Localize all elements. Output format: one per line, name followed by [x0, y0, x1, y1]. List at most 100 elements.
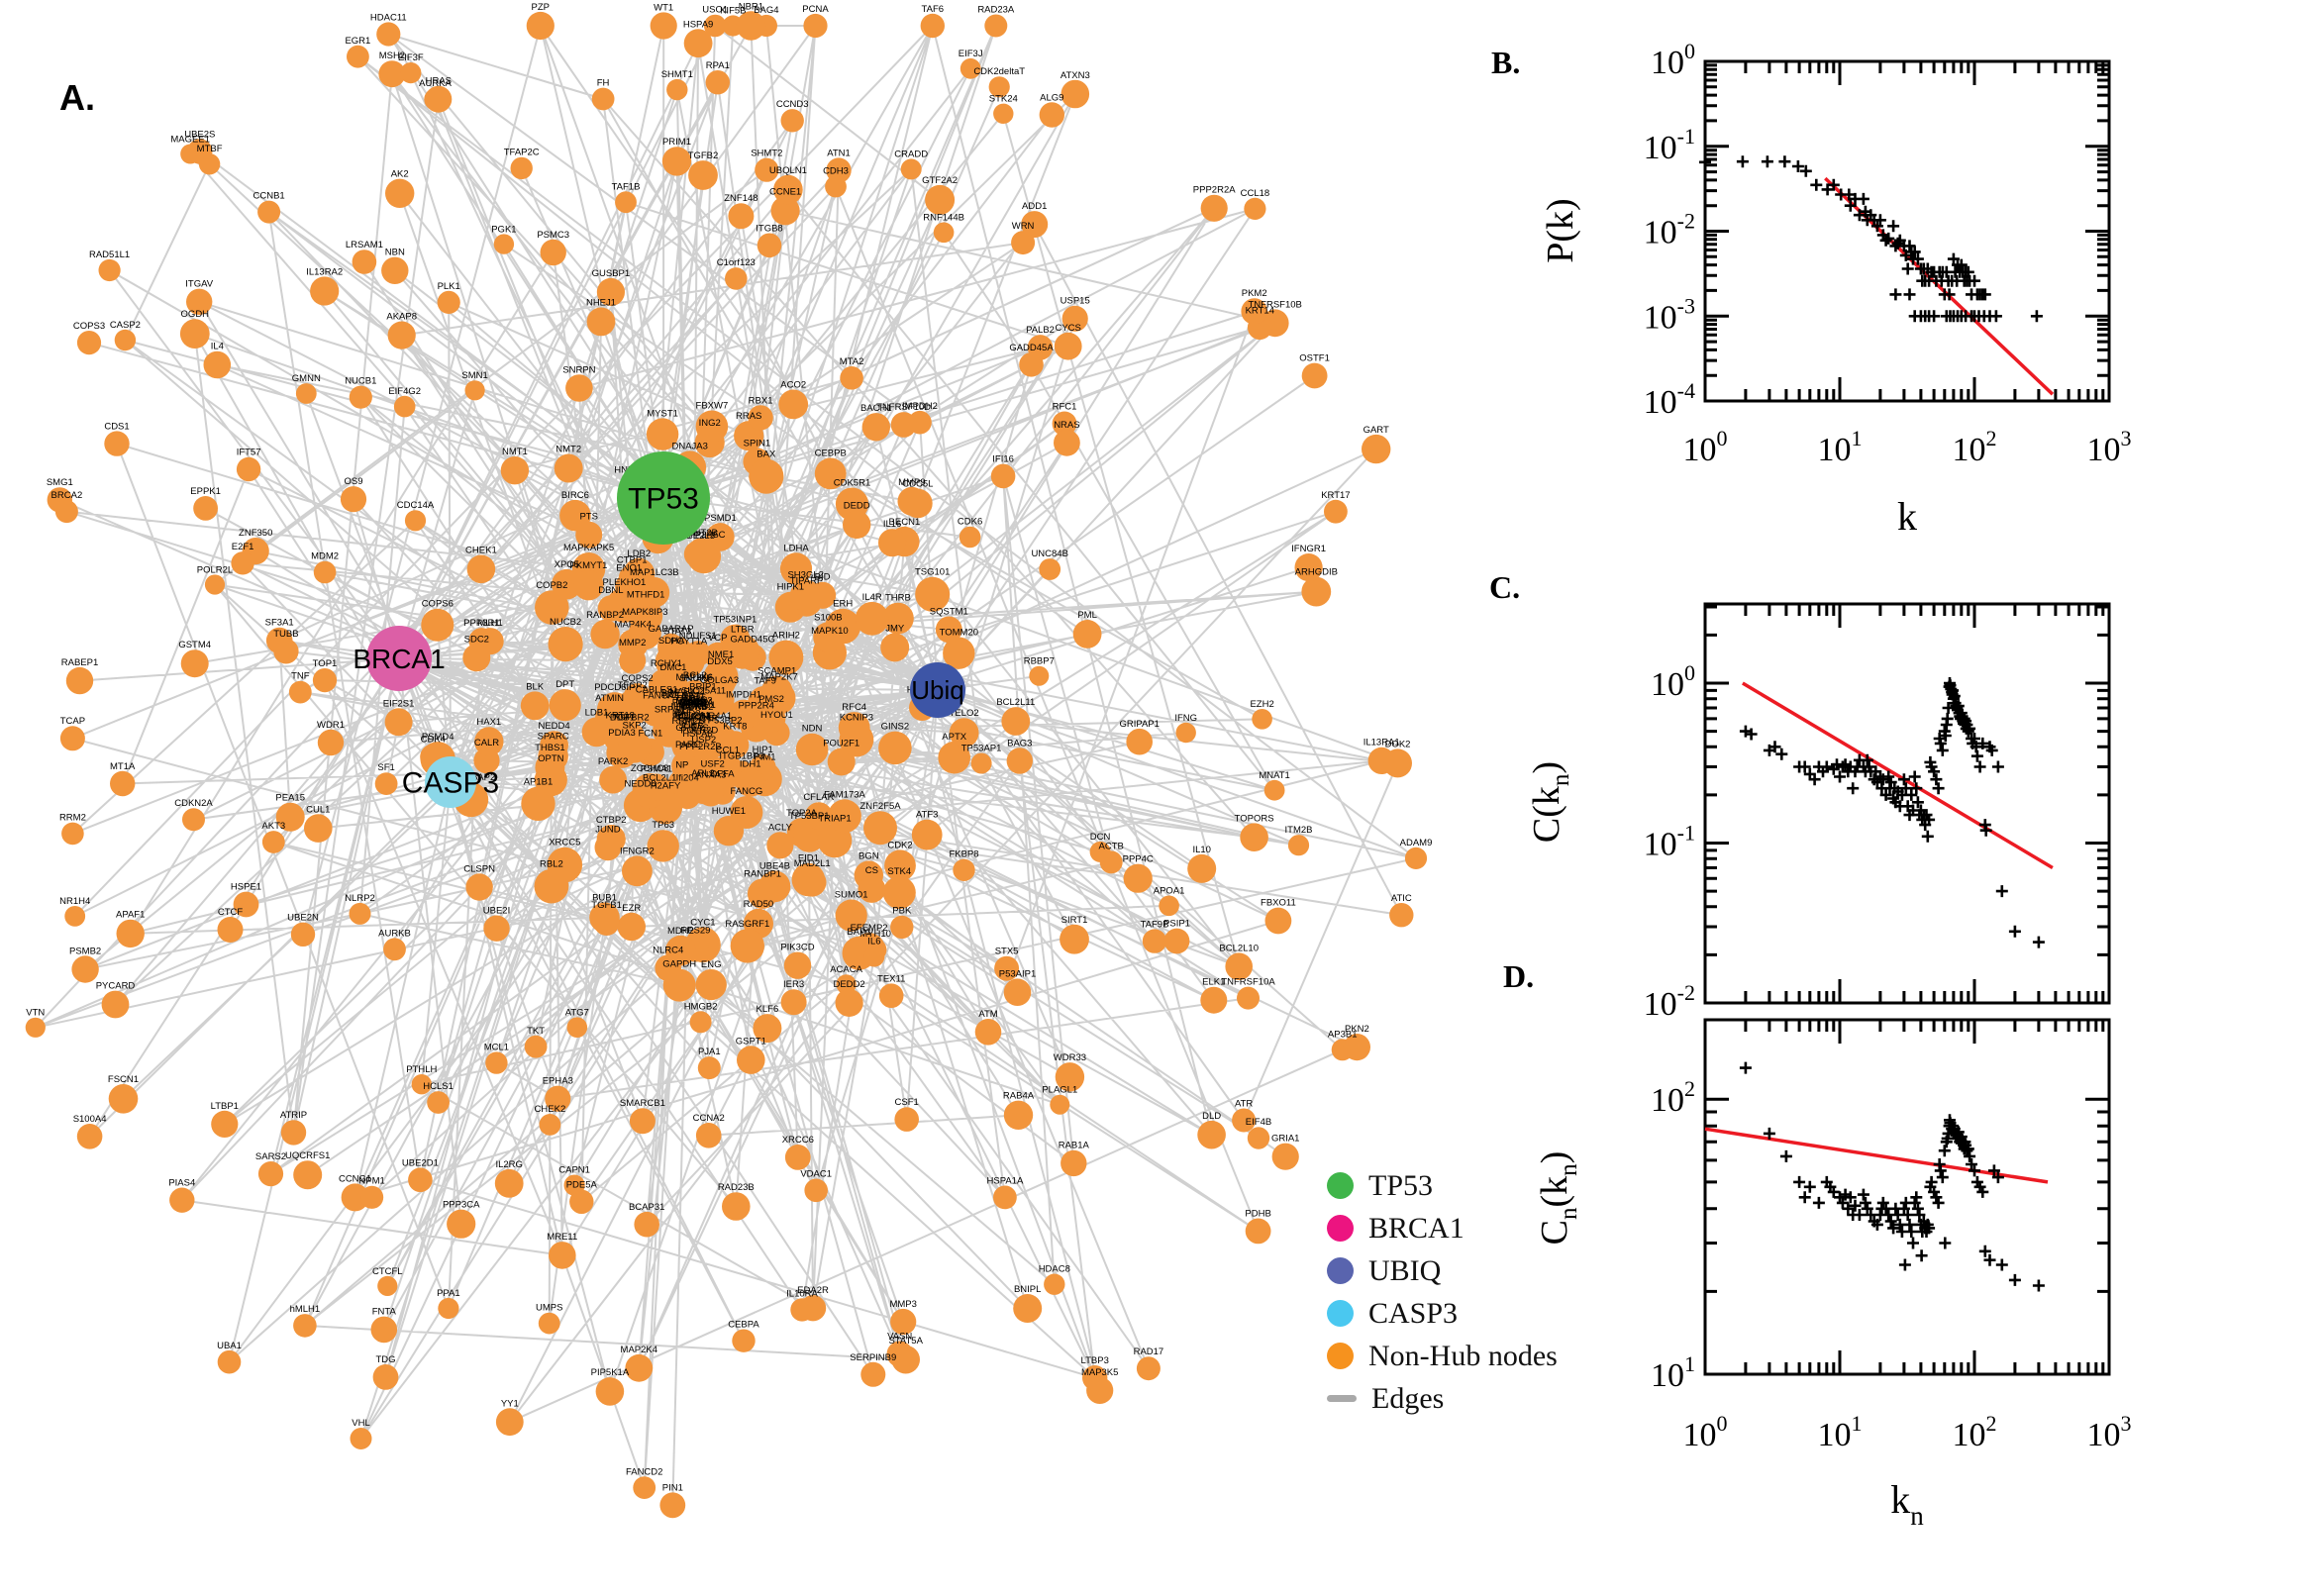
network-node[interactable]: [1089, 841, 1111, 862]
network-node[interactable]: [510, 156, 533, 180]
network-node[interactable]: [755, 157, 779, 182]
network-node[interactable]: [545, 1085, 571, 1112]
network-node[interactable]: [438, 1297, 459, 1320]
network-node[interactable]: [169, 1187, 195, 1213]
network-node[interactable]: [878, 983, 904, 1008]
network-node[interactable]: [646, 418, 679, 450]
network-node[interactable]: [789, 579, 822, 612]
network-node[interactable]: [411, 1074, 432, 1095]
network-node[interactable]: [437, 290, 460, 314]
network-node[interactable]: [1044, 1273, 1065, 1295]
network-node[interactable]: [925, 184, 956, 215]
network-node[interactable]: [804, 1178, 828, 1203]
network-node[interactable]: [665, 935, 696, 966]
network-node[interactable]: [1264, 907, 1292, 935]
network-node[interactable]: [728, 203, 755, 230]
network-node[interactable]: [1225, 952, 1253, 980]
network-node[interactable]: [462, 644, 491, 672]
network-node[interactable]: [894, 1107, 919, 1132]
network-node[interactable]: [101, 990, 130, 1019]
network-node[interactable]: [1003, 978, 1032, 1006]
network-node[interactable]: [25, 1017, 46, 1038]
network-node[interactable]: [1013, 1294, 1043, 1323]
network-node[interactable]: [703, 14, 727, 38]
network-node[interactable]: [953, 858, 975, 881]
network-node[interactable]: [538, 741, 568, 772]
network-node[interactable]: [64, 906, 86, 927]
network-node[interactable]: [959, 526, 981, 549]
network-node[interactable]: [1060, 1149, 1087, 1177]
network-node[interactable]: [372, 1364, 399, 1390]
network-node[interactable]: [880, 633, 910, 662]
hub-node-casp3[interactable]: [425, 756, 476, 808]
network-node[interactable]: [662, 968, 696, 1002]
network-node[interactable]: [1082, 1365, 1108, 1391]
network-node[interactable]: [748, 405, 773, 431]
network-node[interactable]: [840, 366, 863, 390]
network-node[interactable]: [565, 374, 593, 402]
legend-brca1[interactable]: BRCA1: [1327, 1207, 1558, 1249]
network-node[interactable]: [495, 1408, 524, 1437]
network-node[interactable]: [705, 70, 730, 95]
network-node[interactable]: [753, 1014, 782, 1044]
legend-nonhub[interactable]: Non-Hub nodes: [1327, 1335, 1558, 1377]
network-node[interactable]: [1247, 1127, 1270, 1149]
network-node[interactable]: [404, 510, 427, 532]
network-node[interactable]: [1252, 709, 1272, 730]
network-node[interactable]: [534, 763, 567, 797]
network-node[interactable]: [573, 570, 604, 601]
network-node[interactable]: [897, 486, 927, 516]
network-node[interactable]: [629, 1108, 656, 1135]
network-node[interactable]: [233, 891, 259, 918]
network-node[interactable]: [304, 814, 333, 843]
network-node[interactable]: [65, 666, 94, 695]
network-node[interactable]: [779, 552, 813, 585]
network-node[interactable]: [500, 456, 530, 485]
network-node[interactable]: [855, 601, 889, 636]
network-node[interactable]: [193, 496, 219, 521]
network-node[interactable]: [828, 799, 861, 834]
network-node[interactable]: [990, 463, 1016, 489]
hub-node-tp53[interactable]: [617, 451, 710, 545]
network-node[interactable]: [758, 870, 791, 903]
network-node[interactable]: [447, 1209, 476, 1239]
network-node[interactable]: [385, 178, 415, 208]
network-node[interactable]: [884, 849, 916, 882]
network-node[interactable]: [615, 191, 637, 214]
network-node[interactable]: [400, 62, 422, 84]
network-node[interactable]: [1244, 197, 1266, 220]
network-node[interactable]: [618, 730, 652, 763]
network-node[interactable]: [293, 1160, 323, 1190]
network-node[interactable]: [1039, 558, 1061, 580]
network-node[interactable]: [257, 200, 281, 224]
network-node[interactable]: [725, 267, 748, 290]
network-node[interactable]: [732, 1329, 756, 1352]
network-node[interactable]: [549, 1242, 576, 1269]
network-node[interactable]: [474, 727, 504, 756]
network-node[interactable]: [1039, 102, 1065, 128]
network-node[interactable]: [647, 830, 679, 862]
network-node[interactable]: [722, 1192, 751, 1221]
network-node[interactable]: [634, 1211, 659, 1238]
network-node[interactable]: [408, 1167, 433, 1192]
network-node[interactable]: [179, 319, 210, 349]
network-node[interactable]: [47, 487, 72, 513]
network-node[interactable]: [737, 1046, 765, 1074]
network-node[interactable]: [540, 239, 566, 266]
network-node[interactable]: [98, 258, 121, 282]
network-node[interactable]: [666, 78, 688, 101]
network-node[interactable]: [835, 988, 863, 1017]
network-node[interactable]: [988, 76, 1010, 98]
network-node[interactable]: [813, 622, 844, 652]
network-node[interactable]: [293, 1314, 317, 1338]
network-node[interactable]: [1301, 576, 1332, 607]
network-node[interactable]: [427, 1091, 450, 1114]
network-node[interactable]: [643, 773, 670, 801]
network-node[interactable]: [591, 87, 615, 111]
network-node[interactable]: [350, 1428, 372, 1449]
network-node[interactable]: [360, 1185, 384, 1209]
network-node[interactable]: [387, 321, 416, 349]
network-node[interactable]: [1136, 1356, 1161, 1381]
network-node[interactable]: [1287, 835, 1310, 856]
network-node[interactable]: [261, 831, 285, 853]
